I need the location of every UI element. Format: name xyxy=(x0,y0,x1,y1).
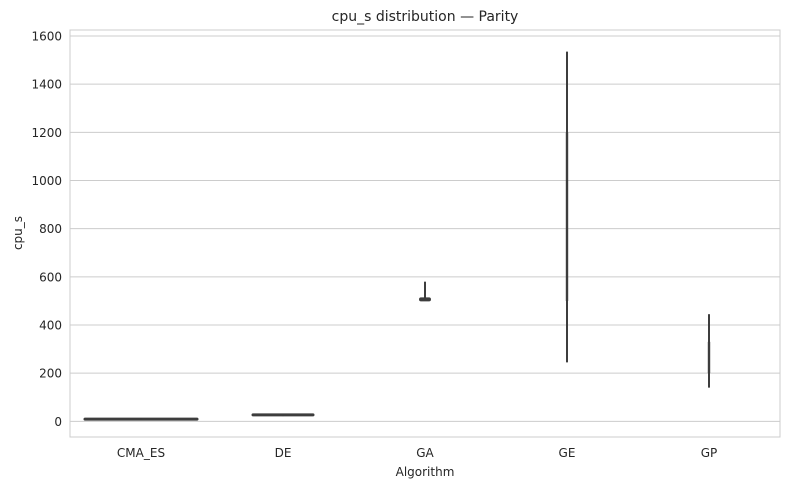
violin-ga xyxy=(419,281,431,302)
violin-body xyxy=(419,297,431,302)
y-axis-label: cpu_s xyxy=(11,216,25,250)
violin-cma_es xyxy=(83,417,199,421)
plot-area xyxy=(69,29,781,438)
x-tick-label: DE xyxy=(275,446,292,460)
violin-de xyxy=(251,413,315,417)
violin-marks xyxy=(83,51,711,421)
chart-title: cpu_s distribution — Parity xyxy=(332,9,519,25)
y-tick-label: 600 xyxy=(39,270,62,284)
x-tick-label: GP xyxy=(701,446,718,460)
x-tick-label: GE xyxy=(559,446,576,460)
y-tick-label: 800 xyxy=(39,222,62,236)
x-tick-label: CMA_ES xyxy=(117,446,165,460)
x-axis-label: Algorithm xyxy=(396,465,455,479)
y-tick-label: 1400 xyxy=(31,78,62,92)
grid-lines xyxy=(70,35,780,422)
y-tick-label: 400 xyxy=(39,319,62,333)
x-tick-label: GA xyxy=(416,446,434,460)
y-tick-label: 1200 xyxy=(31,126,62,140)
y-axis-ticks: 0 200 400 600 800 1000 1200 1400 1600 xyxy=(31,30,62,429)
y-tick-label: 0 xyxy=(54,415,62,429)
x-axis-ticks: CMA_ES DE GA GE GP xyxy=(117,446,717,460)
y-tick-label: 200 xyxy=(39,367,62,381)
y-tick-label: 1000 xyxy=(31,174,62,188)
y-tick-label: 1600 xyxy=(31,30,62,44)
